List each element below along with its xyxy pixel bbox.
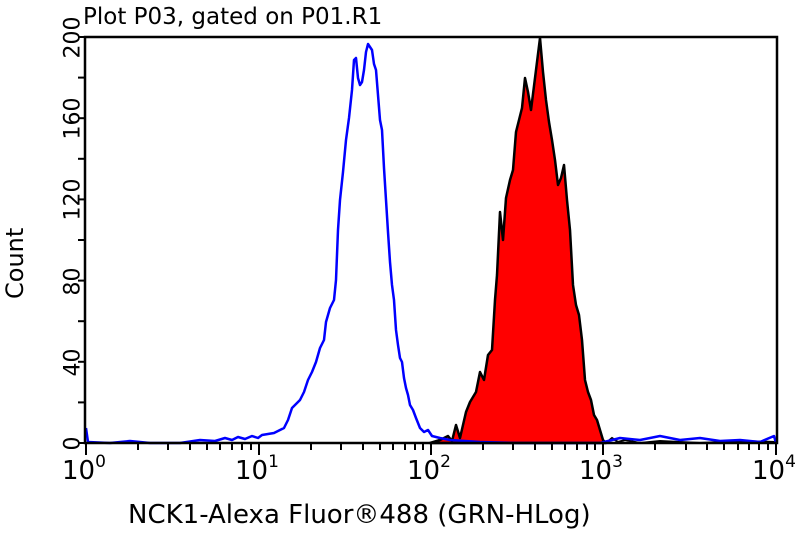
plot-frame [83,35,779,445]
control-histogram-line [84,42,778,445]
x-axis-ticks [85,443,777,455]
x-axis-label: NCK1-Alexa Fluor®488 (GRN-HLog) [128,500,591,530]
stained-histogram-fill [428,36,608,445]
x-tick-label-10e4: 104 [752,452,796,486]
x-tick-label-10e1: 101 [235,452,279,486]
x-tick-label-10e2: 102 [407,452,451,486]
y-axis-ticks [78,36,85,444]
x-tick-label-10e0: 100 [62,452,106,486]
x-tick-label-10e3: 103 [579,452,623,486]
chart-title: Plot P03, gated on P01.R1 [83,4,383,30]
